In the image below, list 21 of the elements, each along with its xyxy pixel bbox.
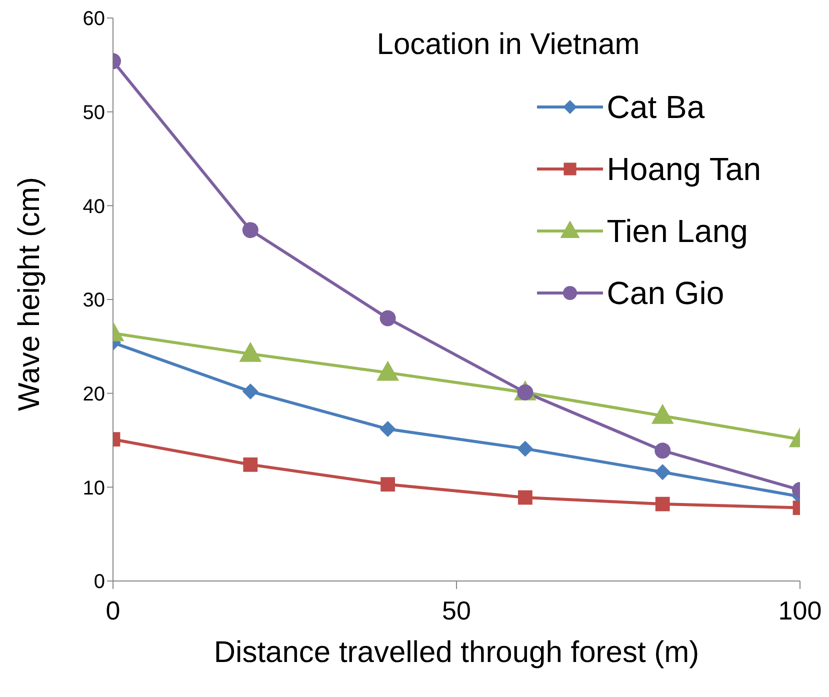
x-tick-label: 50 [442,595,471,626]
point [380,477,395,492]
y-axis-title: Wave height (cm) [13,177,47,411]
y-tick-label: 0 [94,571,105,594]
legend-label: Hoang Tan [606,150,761,188]
y-tick-label: 30 [82,290,105,312]
point [380,420,396,437]
legend-label: Can Gio [606,274,724,312]
y-tick-label: 10 [82,477,105,500]
point [517,440,534,457]
legend-title: Location in Vietnam [376,28,641,62]
x-tick-label: 100 [778,595,822,626]
point [518,490,532,505]
point [380,310,396,326]
y-tick-label: 60 [82,8,105,30]
y-tick-label: 20 [82,383,105,406]
legend-label: Tien Lang [606,212,748,250]
legend-label: Cat Ba [606,88,705,126]
y-tick-label: 40 [82,196,105,218]
y-tick-label: 50 [82,102,105,124]
x-axis-title: Distance travelled through forest (m) [212,636,700,670]
